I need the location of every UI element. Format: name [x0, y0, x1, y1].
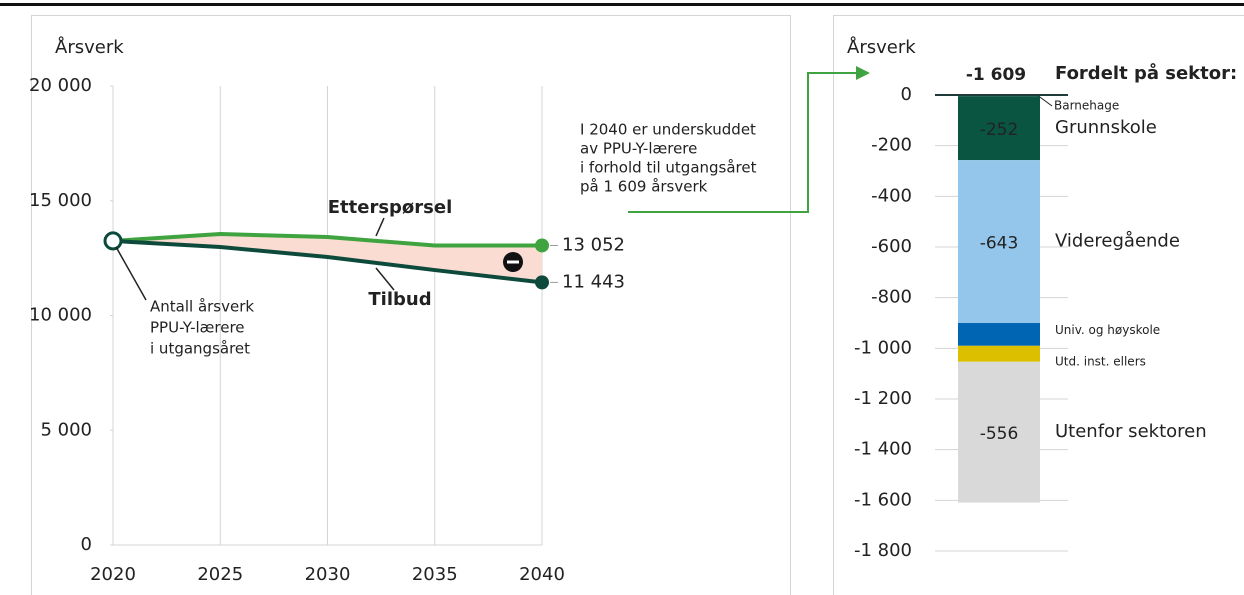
segment-label: Utenfor sektoren: [1055, 421, 1207, 442]
y-tick-label: -1 400: [854, 439, 912, 460]
y-tick-label: -1 800: [854, 540, 912, 561]
y-tick-label: 0: [901, 84, 912, 105]
y-axis-label: Årsverk: [847, 36, 916, 58]
left-panel: [31, 15, 791, 595]
series-line: [112, 232, 543, 248]
leader-line: [375, 217, 385, 237]
y-tick-label: 10 000: [29, 305, 92, 326]
y-tick-label: 0: [81, 534, 92, 555]
y-tick-label: -600: [871, 236, 912, 257]
y-tick-label: -1 600: [854, 489, 912, 510]
leader-line: [115, 246, 147, 301]
segment-label: Utd. inst. ellers: [1055, 354, 1146, 368]
bar-segment: [958, 345, 1040, 362]
annotation: Antall årsverk: [150, 298, 254, 316]
x-tick-label: 2020: [90, 564, 136, 585]
total-label: -1 609: [966, 65, 1026, 85]
bar-segment: [958, 361, 1040, 503]
value-label: -643: [980, 234, 1019, 254]
segment-label: Barnehage: [1054, 99, 1119, 113]
y-axis-label: Årsverk: [55, 36, 124, 58]
minus-icon-bar: [507, 260, 519, 264]
annotation: i utgangsåret: [150, 340, 250, 358]
segment-label: Univ. og høyskole: [1055, 323, 1160, 337]
bar-segment: [958, 96, 1040, 161]
arrow: [628, 72, 858, 213]
start-point: [103, 231, 123, 251]
annotation: av PPU-Y-lærere: [580, 140, 697, 158]
annotation: I 2040 er underskuddet: [580, 121, 756, 139]
annotation: på 1 609 årsverk: [580, 178, 708, 196]
annotation: i forhold til utgangsåret: [580, 159, 757, 177]
y-tick-label: 5 000: [40, 419, 92, 440]
value-label: -556: [980, 424, 1019, 444]
y-tick-label: -400: [871, 185, 912, 206]
chart-title: Fordelt på sektor:: [1055, 62, 1237, 84]
bar-segment: [958, 160, 1040, 323]
y-tick-label: -1 200: [854, 388, 912, 409]
top-rule: [0, 3, 1244, 6]
x-tick-label: 2030: [305, 564, 351, 585]
series-label: Etterspørsel: [328, 197, 453, 218]
value-label: -252: [980, 120, 1019, 140]
x-tick-label: 2040: [519, 564, 565, 585]
segment-label: Grunnskole: [1055, 117, 1157, 138]
annotation: PPU-Y-lærere: [150, 319, 245, 337]
end-point: [535, 275, 549, 290]
y-tick-label: -1 000: [854, 337, 912, 358]
y-tick-label: 20 000: [29, 75, 92, 96]
end-point: [535, 238, 549, 253]
x-tick-label: 2025: [197, 564, 243, 585]
value-label: 11 443: [562, 271, 625, 292]
y-tick-label: 15 000: [29, 190, 92, 211]
y-tick-label: -200: [871, 135, 912, 156]
y-tick-label: -800: [871, 287, 912, 308]
series-line: [112, 238, 543, 285]
leader-line: [375, 267, 395, 291]
value-label: 13 052: [562, 234, 625, 255]
segment-label: Videregående: [1055, 231, 1180, 252]
arrow-head: [856, 66, 870, 80]
leader-line: [1037, 95, 1053, 107]
series-label: Tilbud: [368, 289, 431, 310]
right-panel: [833, 15, 1244, 595]
x-tick-label: 2035: [412, 564, 458, 585]
bar-segment: [958, 323, 1040, 346]
